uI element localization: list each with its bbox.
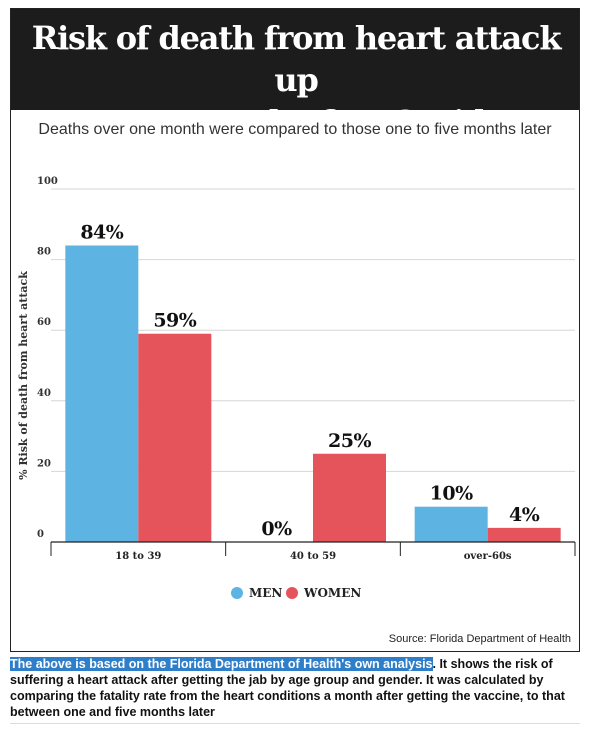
- y-tick-label: 40: [37, 388, 51, 399]
- y-tick-label: 60: [37, 317, 51, 328]
- x-tick-label: 40 to 59: [290, 551, 336, 562]
- bar-value-label: 84%: [80, 221, 123, 243]
- title-line-2: to a month after Covid vaccination: [107, 103, 486, 183]
- y-tick-label: 80: [37, 247, 51, 258]
- y-tick-label: 100: [37, 176, 58, 187]
- legend-label-men: MEN: [249, 586, 282, 600]
- caption: The above is based on the Florida Depart…: [10, 656, 578, 720]
- bar-value-label: 25%: [328, 430, 371, 452]
- bar-value-label: 4%: [509, 504, 540, 526]
- x-tick-label: 18 to 39: [115, 551, 161, 562]
- source-note: Source: Florida Department of Health: [388, 633, 571, 645]
- title-line-1: Risk of death from heart attack up: [31, 19, 562, 99]
- bar-men: [65, 245, 139, 542]
- divider: [10, 723, 580, 724]
- bar-women: [487, 527, 561, 542]
- y-axis-label: % Risk of death from heart attack: [17, 271, 30, 480]
- bar-women: [138, 333, 212, 542]
- title-box: Risk of death from heart attack up to a m…: [11, 9, 579, 183]
- x-tick-label: over-60s: [464, 551, 512, 562]
- legend-label-women: WOMEN: [303, 586, 361, 600]
- chart-subtitle: Deaths over one month were compared to t…: [38, 121, 552, 138]
- y-tick-label: 20: [37, 458, 51, 469]
- bar-chart: 0 20 40 60 80 100 % Risk of death from heart a…: [17, 176, 576, 600]
- bar-value-label: 59%: [153, 310, 196, 332]
- chart-title: Risk of death from heart attack up to a m…: [21, 17, 571, 185]
- y-tick-label: 0: [37, 529, 44, 540]
- bar-men: [414, 506, 488, 542]
- legend-swatch-women: [286, 587, 298, 599]
- bar-value-label: 10%: [430, 483, 473, 505]
- infographic-frame: Risk of death from heart attack up to a m…: [10, 8, 580, 652]
- bar-women: [313, 453, 386, 542]
- legend-swatch-men: [231, 587, 243, 599]
- bar-value-label: 0%: [261, 518, 292, 540]
- caption-highlight: The above is based on the Florida Depart…: [10, 657, 433, 671]
- caption-rest: . It shows the risk of suffering a heart…: [10, 657, 565, 719]
